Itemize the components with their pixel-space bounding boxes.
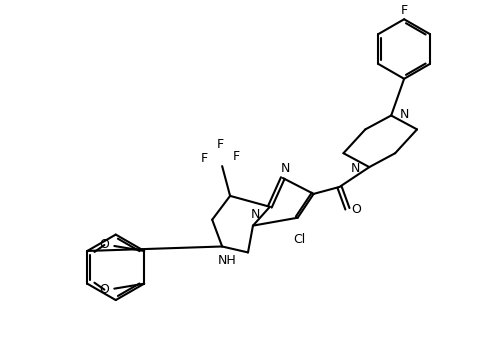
Text: F: F [216,138,224,151]
Text: NH: NH [217,254,236,267]
Text: F: F [233,150,240,163]
Text: N: N [281,162,290,175]
Text: N: N [400,108,410,121]
Text: F: F [401,4,408,17]
Text: N: N [351,162,360,175]
Text: O: O [99,238,109,252]
Text: O: O [351,203,361,216]
Text: N: N [250,208,260,221]
Text: Cl: Cl [293,233,306,246]
Text: O: O [99,283,109,296]
Text: F: F [201,152,208,165]
